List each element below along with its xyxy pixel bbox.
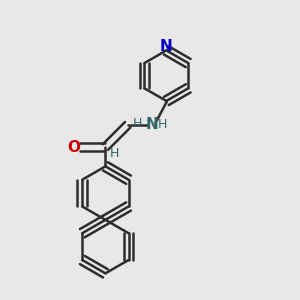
Text: H: H	[133, 117, 142, 130]
Text: O: O	[67, 140, 80, 154]
Text: N: N	[146, 117, 159, 132]
Text: H: H	[158, 118, 167, 131]
Text: H: H	[110, 147, 120, 160]
Text: N: N	[160, 39, 173, 54]
